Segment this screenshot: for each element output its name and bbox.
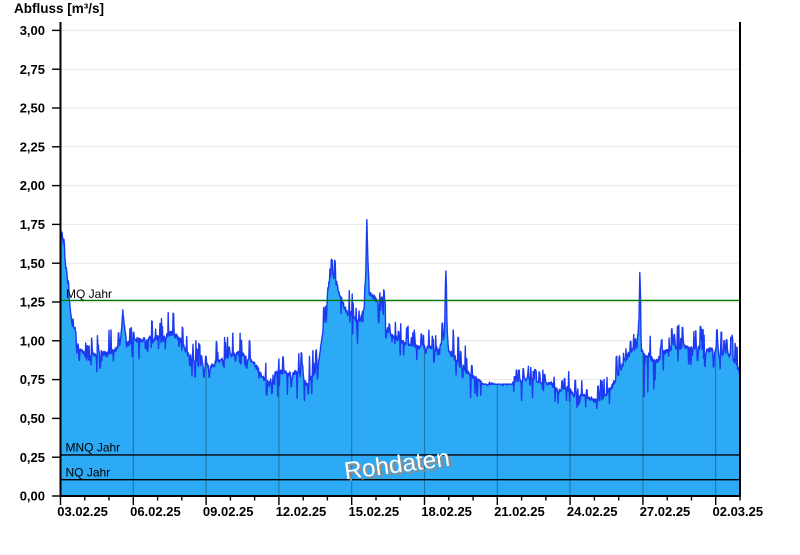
svg-text:27.02.25: 27.02.25 xyxy=(640,504,691,519)
svg-text:03.02.25: 03.02.25 xyxy=(57,504,108,519)
svg-text:1,00: 1,00 xyxy=(20,333,45,348)
svg-text:2,25: 2,25 xyxy=(20,139,45,154)
svg-text:18.02.25: 18.02.25 xyxy=(421,504,472,519)
svg-text:21.02.25: 21.02.25 xyxy=(494,504,545,519)
svg-text:MQ Jahr: MQ Jahr xyxy=(66,287,112,301)
svg-text:06.02.25: 06.02.25 xyxy=(130,504,181,519)
svg-text:1,25: 1,25 xyxy=(20,295,45,310)
svg-text:15.02.25: 15.02.25 xyxy=(349,504,400,519)
svg-text:Abfluss [m³/s]: Abfluss [m³/s] xyxy=(14,1,104,16)
svg-text:3,00: 3,00 xyxy=(20,23,45,38)
svg-text:24.02.25: 24.02.25 xyxy=(567,504,618,519)
svg-text:12.02.25: 12.02.25 xyxy=(276,504,327,519)
svg-text:0,75: 0,75 xyxy=(20,372,45,387)
svg-text:1,75: 1,75 xyxy=(20,217,45,232)
svg-text:MNQ Jahr: MNQ Jahr xyxy=(66,441,121,455)
svg-text:2,00: 2,00 xyxy=(20,178,45,193)
svg-text:09.02.25: 09.02.25 xyxy=(203,504,254,519)
svg-text:2,50: 2,50 xyxy=(20,101,45,116)
svg-text:1,50: 1,50 xyxy=(20,256,45,271)
svg-text:0,00: 0,00 xyxy=(20,489,45,504)
svg-text:2,75: 2,75 xyxy=(20,62,45,77)
svg-text:02.03.25: 02.03.25 xyxy=(713,504,764,519)
svg-text:NQ Jahr: NQ Jahr xyxy=(66,466,111,480)
svg-text:0,25: 0,25 xyxy=(20,450,45,465)
svg-text:0,50: 0,50 xyxy=(20,411,45,426)
